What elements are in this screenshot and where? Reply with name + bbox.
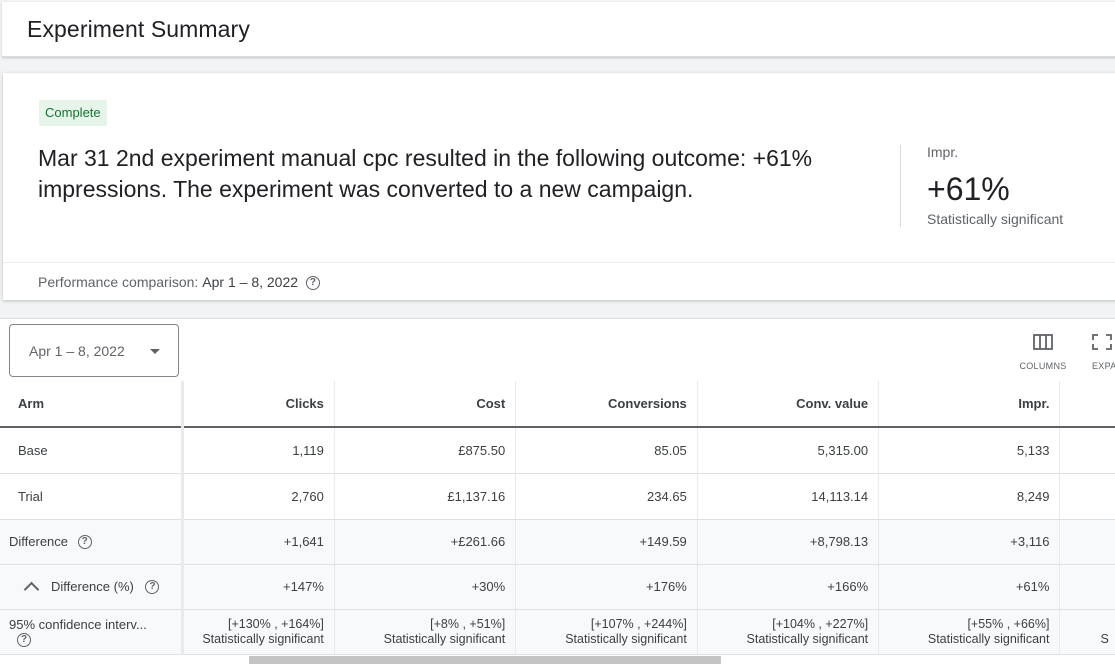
dropdown-arrow-icon (150, 349, 160, 354)
table-cell: 14,113.14 (696, 473, 879, 520)
page-header: Experiment Summary (2, 2, 1115, 57)
table-cell: 85.05 (515, 427, 698, 474)
table-cell: +3,116 (878, 519, 1060, 565)
ci-significance: Statistically significant (927, 631, 1050, 646)
column-header-conv-value[interactable]: Conv. value (696, 381, 879, 428)
row-label: Difference (9, 534, 69, 550)
ci-significance: Statistically significant (746, 631, 869, 646)
table-cell: 1,119 (182, 427, 335, 474)
columns-button[interactable]: COLUMNS (1018, 331, 1068, 371)
date-range-select[interactable]: Apr 1 – 8, 2022 (9, 324, 179, 377)
column-header-cost[interactable]: Cost (333, 381, 516, 428)
help-circle-icon[interactable]: ? (77, 535, 92, 550)
table-cell: [+130% , +164%] Statistically significant (182, 609, 335, 655)
ci-significance-truncated: S (1100, 631, 1109, 646)
ci-range: [+107% , +244%] (590, 616, 687, 631)
column-header-impr[interactable]: Impr. (878, 381, 1060, 428)
ci-significance: Statistically significant (565, 631, 687, 646)
table-cell: 234.65 (515, 473, 698, 520)
column-header-conversions[interactable]: Conversions (515, 381, 698, 428)
ci-range: [+8% , +51%] (430, 616, 506, 631)
horizontal-scrollbar[interactable] (249, 656, 721, 664)
ci-range: [+130% , +164%] (227, 616, 324, 631)
table-cell: 5,133 (878, 427, 1060, 474)
performance-comparison-bar: Performance comparison: Apr 1 – 8, 2022 ? (3, 262, 1115, 300)
row-label: Base (0, 427, 185, 474)
divider (900, 145, 901, 227)
table-cell: [+104% , +227%] Statistically significant (696, 609, 879, 655)
chevron-up-icon[interactable] (23, 581, 40, 597)
row-label: Trial (0, 473, 185, 520)
table-row-confidence-interval: 95% confidence interv... ? [+130% , +164… (0, 609, 1115, 655)
table-cell-overflow (1059, 564, 1115, 610)
table-cell-overflow (1059, 427, 1115, 474)
table-cell-overflow: S (1059, 609, 1115, 655)
summary-card: Complete Mar 31 2nd experiment manual cp… (3, 73, 1115, 300)
ci-range: [+55% , +66%] (967, 616, 1050, 631)
column-header-arm[interactable]: Arm (0, 381, 185, 428)
row-label-cell: 95% confidence interv... ? (0, 609, 185, 655)
row-label-cell: Difference ? (0, 519, 185, 565)
help-circle-icon[interactable]: ? (145, 580, 160, 595)
table-row-difference-percent: Difference (%) ? +147% +30% +176% +166% … (0, 564, 1115, 610)
status-badge: Complete (39, 100, 107, 126)
table-row-base: Base 1,119 £875.50 85.05 5,315.00 5,133 (0, 427, 1115, 474)
performance-label: Performance comparison: (38, 274, 199, 290)
ci-significance: Statistically significant (383, 631, 506, 646)
table-cell: +149.59 (515, 519, 698, 565)
page-title: Experiment Summary (27, 16, 250, 42)
column-header-overflow (1059, 381, 1115, 428)
table-cell: +1,641 (182, 519, 335, 565)
metric-significance: Statistically significant (927, 211, 1064, 227)
metric-label: Impr. (927, 144, 959, 160)
performance-comparison: Performance comparison: Apr 1 – 8, 2022 ? (38, 274, 320, 291)
table-cell: 2,760 (182, 473, 335, 520)
table-cell-overflow (1059, 473, 1115, 520)
table-cell: [+8% , +51%] Statistically significant (333, 609, 516, 655)
ci-range: [+104% , +227%] (772, 616, 869, 631)
expand-label: EXPA (1092, 361, 1115, 371)
table-row-difference: Difference ? +1,641 +£261.66 +149.59 +8,… (0, 519, 1115, 565)
table-cell: +147% (182, 564, 335, 610)
columns-icon (1018, 331, 1068, 353)
help-circle-icon[interactable]: ? (17, 633, 31, 648)
row-label: Difference (%) (51, 579, 134, 595)
table-cell: +8,798.13 (696, 519, 879, 565)
performance-range: Apr 1 – 8, 2022 (202, 274, 299, 290)
table-cell: [+107% , +244%] Statistically significant (515, 609, 698, 655)
table-row-trial: Trial 2,760 £1,137.16 234.65 14,113.14 8… (0, 473, 1115, 520)
row-label: 95% confidence interv... (9, 616, 147, 632)
results-panel: Apr 1 – 8, 2022 COLUMNS EXPA Arm Clicks (0, 318, 1115, 664)
expand-icon (1092, 331, 1115, 353)
table-cell: [+55% , +66%] Statistically significant (878, 609, 1060, 655)
column-header-clicks[interactable]: Clicks (182, 381, 335, 428)
columns-label: COLUMNS (1019, 361, 1067, 371)
summary-text: Mar 31 2nd experiment manual cpc resulte… (38, 145, 813, 202)
table-cell: +176% (515, 564, 698, 610)
table-cell: £1,137.16 (333, 473, 516, 520)
table-cell: 5,315.00 (696, 427, 879, 474)
help-circle-icon[interactable]: ? (305, 276, 320, 291)
experiment-results-table: Arm Clicks Cost Conversions Conv. value … (0, 381, 1115, 655)
table-cell: +30% (333, 564, 516, 610)
table-cell: +61% (878, 564, 1060, 610)
table-cell-overflow (1059, 519, 1115, 565)
expand-button[interactable]: EXPA (1092, 331, 1115, 371)
row-label-cell: Difference (%) ? (0, 564, 185, 610)
metric-value: +61% (927, 171, 1010, 207)
table-cell: +£261.66 (333, 519, 516, 565)
table-cell: £875.50 (333, 427, 516, 474)
table-header-row: Arm Clicks Cost Conversions Conv. value … (0, 381, 1115, 428)
ci-significance: Statistically significant (202, 631, 324, 646)
table-cell: 8,249 (878, 473, 1060, 520)
date-range-value: Apr 1 – 8, 2022 (29, 343, 125, 359)
table-cell: +166% (696, 564, 879, 610)
